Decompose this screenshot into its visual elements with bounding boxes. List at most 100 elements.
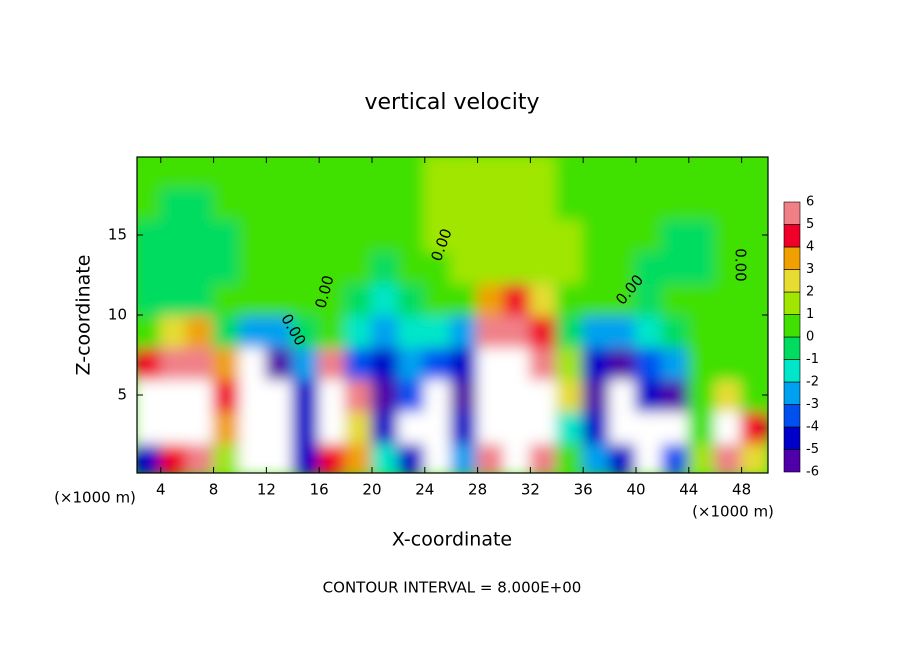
cell <box>450 410 479 444</box>
cells <box>137 157 768 473</box>
cell <box>714 157 743 188</box>
cell <box>265 346 294 380</box>
cell <box>318 314 347 348</box>
cell <box>555 250 585 284</box>
x-tick-label: 48 <box>732 481 751 499</box>
cell <box>318 410 347 444</box>
cell <box>370 410 400 444</box>
cell <box>159 314 189 348</box>
cell <box>137 282 162 316</box>
cell <box>291 218 321 252</box>
cell <box>265 314 294 348</box>
x-tick-label: 20 <box>362 481 381 499</box>
x-tick-label: 24 <box>415 481 434 499</box>
x-tick-label: 16 <box>310 481 329 499</box>
cell <box>397 378 426 412</box>
cell <box>687 410 717 444</box>
cell <box>159 442 189 473</box>
colorbar-box <box>783 359 801 383</box>
cell <box>137 314 162 348</box>
cell <box>476 186 505 220</box>
cell <box>397 250 426 284</box>
chart-title: vertical velocity <box>364 90 539 115</box>
cell <box>502 378 532 412</box>
cell <box>137 442 162 473</box>
cell <box>608 314 637 348</box>
cell <box>582 314 611 348</box>
colorbar-label: 0 <box>806 330 814 345</box>
cell <box>582 282 611 316</box>
cell <box>502 410 532 444</box>
cell <box>476 346 505 380</box>
cell <box>318 218 347 252</box>
cell <box>344 410 373 444</box>
cell <box>370 186 400 220</box>
cell <box>634 410 664 444</box>
cell <box>476 410 505 444</box>
cell <box>318 157 347 188</box>
cell <box>212 346 241 380</box>
cell <box>582 250 611 284</box>
cell <box>238 314 268 348</box>
cell <box>238 282 268 316</box>
cell <box>265 186 294 220</box>
cell <box>476 378 505 412</box>
cell <box>423 410 453 444</box>
cell <box>212 442 241 473</box>
cell <box>502 346 532 380</box>
cell <box>529 410 558 444</box>
cell <box>423 250 453 284</box>
cell <box>423 346 453 380</box>
colorbar-label: 1 <box>806 307 814 322</box>
cell <box>529 186 558 220</box>
cell <box>687 282 717 316</box>
cell <box>291 378 321 412</box>
cell <box>186 282 215 316</box>
cell <box>555 442 585 473</box>
x-tick-label: 40 <box>626 481 645 499</box>
cell <box>159 218 189 252</box>
cell <box>265 378 294 412</box>
cell <box>450 186 479 220</box>
cell <box>212 157 241 188</box>
cell <box>687 250 717 284</box>
colorbar-box <box>783 246 801 270</box>
y-axis-label: Z-coordinate <box>73 255 95 376</box>
x-tick-label: 28 <box>468 481 487 499</box>
cell <box>714 410 743 444</box>
colorbar-box <box>783 224 801 248</box>
field-area <box>137 157 768 473</box>
cell <box>370 442 400 473</box>
cell <box>344 157 373 188</box>
cell <box>582 186 611 220</box>
colorbar-label: -5 <box>806 442 819 457</box>
cell <box>661 218 690 252</box>
cell <box>318 282 347 316</box>
cell <box>529 218 558 252</box>
cell <box>634 282 664 316</box>
cell <box>661 410 690 444</box>
colorbar-box <box>783 314 801 338</box>
cell <box>634 186 664 220</box>
cell <box>238 186 268 220</box>
cell <box>212 410 241 444</box>
cell <box>344 378 373 412</box>
cell <box>137 410 162 444</box>
cell <box>423 314 453 348</box>
cell <box>687 157 717 188</box>
cell <box>370 218 400 252</box>
cell <box>186 250 215 284</box>
cell <box>265 218 294 252</box>
cell <box>608 157 637 188</box>
cell <box>555 186 585 220</box>
cell <box>265 410 294 444</box>
cell <box>582 218 611 252</box>
y-tick-label: 10 <box>108 306 127 324</box>
cell <box>423 442 453 473</box>
cell <box>502 157 532 188</box>
cell <box>397 346 426 380</box>
cell <box>661 186 690 220</box>
cell <box>212 186 241 220</box>
cell <box>423 282 453 316</box>
